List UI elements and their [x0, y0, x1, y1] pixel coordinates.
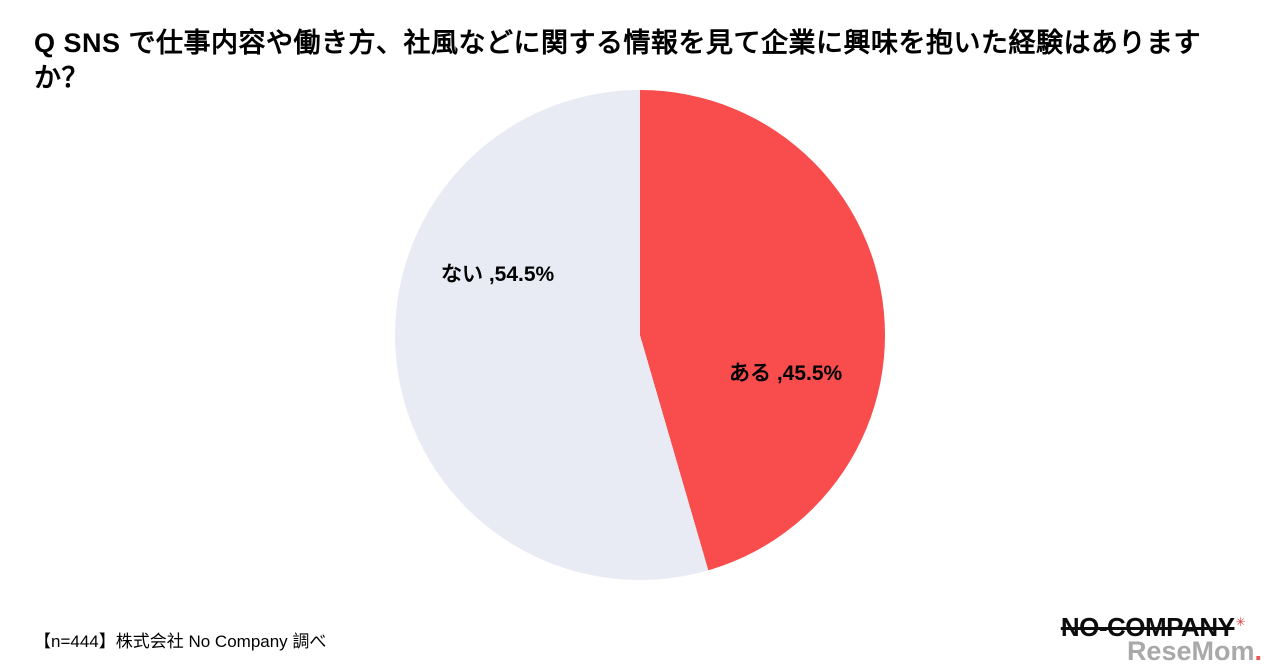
no-company-logo: NO-COMPANY✳	[1060, 612, 1246, 643]
resemom-watermark-text: ReseMom	[1126, 636, 1255, 666]
no-company-logo-text: NO-COMPANY	[1060, 612, 1235, 642]
sample-note: 【n=444】株式会社 No Company 調べ	[34, 632, 327, 651]
pie-label-aru: ある ,45.5%	[729, 362, 843, 385]
chart-title: Q SNS で仕事内容や働き方、社風などに関する情報を見て企業に興味を抱いた経験…	[34, 28, 1202, 94]
pie-label-nai: ない ,54.5%	[441, 263, 555, 286]
resemom-watermark: ReseMom.	[1127, 636, 1262, 667]
pie	[395, 90, 885, 580]
no-company-logo-star-icon: ✳	[1235, 615, 1245, 629]
resemom-watermark-dot-icon: .	[1254, 636, 1262, 666]
